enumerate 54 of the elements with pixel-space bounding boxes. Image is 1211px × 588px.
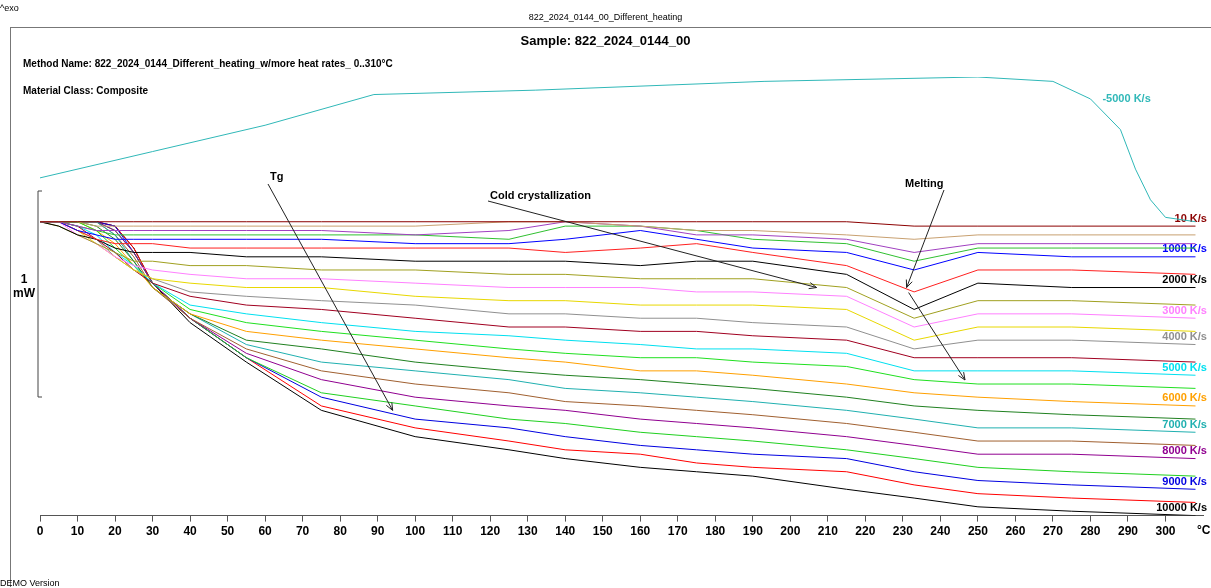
text: 1 mW bbox=[12, 272, 36, 300]
series-label: 7000 K/s bbox=[1162, 417, 1207, 430]
x-tick-label: 10 bbox=[70, 524, 85, 539]
x-tick-label: 30 bbox=[145, 524, 160, 539]
x-axis-title: °C bbox=[1197, 523, 1211, 537]
x-tick-label: 90 bbox=[370, 524, 385, 539]
x-tick-label: 40 bbox=[183, 524, 198, 539]
series-label: 2000 K/s bbox=[1162, 273, 1207, 286]
series-label: 4000 K/s bbox=[1162, 330, 1207, 343]
x-tick-label: 160 bbox=[630, 524, 651, 539]
text: 822_2024_0144_00_Different_heating bbox=[527, 12, 684, 22]
x-tick-label: 50 bbox=[220, 524, 235, 539]
x-tick-label: 240 bbox=[930, 524, 951, 539]
series-label: 9000 K/s bbox=[1162, 474, 1207, 487]
annotation: Cold crystallization bbox=[490, 189, 591, 201]
annotation: Tg bbox=[270, 170, 284, 182]
x-tick-label: 190 bbox=[742, 524, 764, 539]
annotation: Material Class: Composite bbox=[23, 85, 149, 96]
chart-title: Sample: 822_2024_0144_00 bbox=[519, 33, 692, 48]
series-label: 10 K/s bbox=[1174, 211, 1207, 224]
x-tick-label: 70 bbox=[295, 524, 310, 539]
x-tick-label: 250 bbox=[967, 524, 989, 539]
x-tick-label: 100 bbox=[405, 524, 426, 539]
series-label: 6000 K/s bbox=[1162, 391, 1207, 404]
x-tick-label: 210 bbox=[817, 524, 839, 539]
x-tick-label: 170 bbox=[667, 524, 689, 539]
x-tick-label: 290 bbox=[1117, 524, 1139, 539]
text: ^exo bbox=[0, 3, 19, 13]
x-tick-label: 60 bbox=[258, 524, 273, 539]
x-tick-label: 110 bbox=[443, 524, 463, 539]
x-tick-label: 280 bbox=[1080, 524, 1101, 539]
x-tick-label: 20 bbox=[108, 524, 123, 539]
annotation: Melting bbox=[905, 177, 944, 189]
x-tick-label: 150 bbox=[592, 524, 614, 539]
x-tick-label: 0 bbox=[36, 524, 44, 539]
x-tick-label: 120 bbox=[480, 524, 501, 539]
x-tick-label: 180 bbox=[705, 524, 726, 539]
x-tick-label: 140 bbox=[555, 524, 576, 539]
text: DEMO Version bbox=[0, 578, 60, 588]
series-label: 3000 K/s bbox=[1162, 303, 1207, 316]
series-label: -5000 K/s bbox=[1102, 92, 1151, 105]
x-tick-label: 260 bbox=[1005, 524, 1026, 539]
x-tick-label: 300 bbox=[1155, 524, 1176, 539]
x-tick-label: 220 bbox=[855, 524, 876, 539]
series-label: 10000 K/s bbox=[1156, 501, 1207, 514]
x-tick-label: 270 bbox=[1042, 524, 1064, 539]
x-tick-label: 200 bbox=[780, 524, 801, 539]
x-tick-label: 130 bbox=[517, 524, 539, 539]
series-label: 5000 K/s bbox=[1162, 360, 1207, 373]
series-label: 8000 K/s bbox=[1162, 444, 1207, 457]
text: Method Name: 822_2024_0144_Different_heating_w/more heat rates_ 0..310°C bbox=[23, 58, 393, 69]
x-tick-label: 230 bbox=[892, 524, 914, 539]
series-label: 1000 K/s bbox=[1162, 242, 1207, 255]
x-tick-label: 80 bbox=[333, 524, 348, 539]
